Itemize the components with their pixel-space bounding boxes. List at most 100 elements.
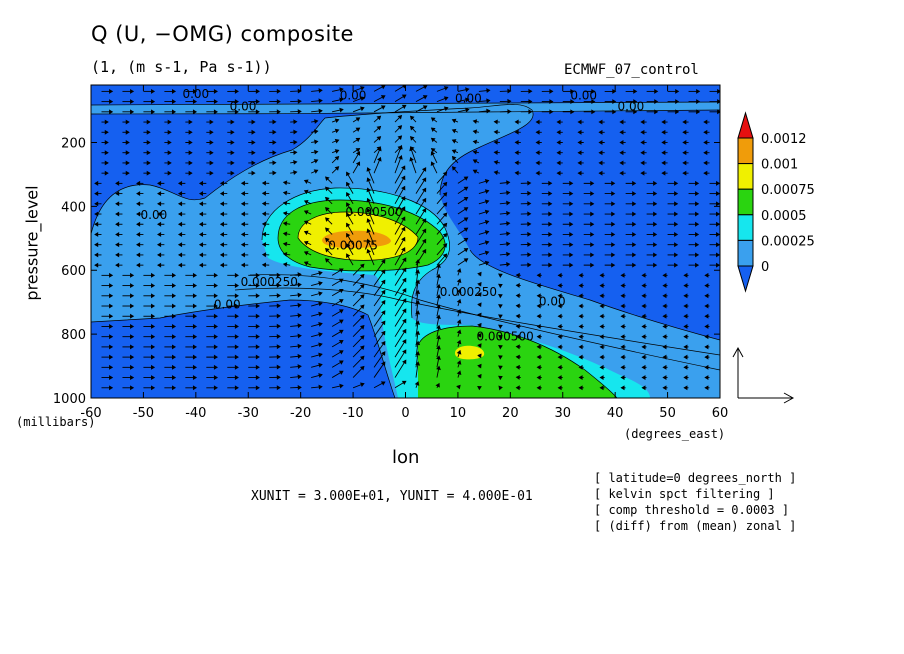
- wind-vector-head: [209, 170, 214, 176]
- wind-vector-head: [548, 201, 553, 207]
- wind-vector-head: [282, 241, 288, 247]
- wind-vector-head: [398, 144, 403, 150]
- contour-label: 0.00: [230, 100, 257, 114]
- wind-vector-head: [683, 283, 688, 289]
- wind-vector-head: [276, 354, 281, 360]
- wind-vector-head: [599, 364, 604, 370]
- wind-vector-head: [192, 109, 198, 115]
- wind-vector-head: [297, 109, 302, 114]
- wind-vector-head: [436, 263, 441, 268]
- wind-vector-head: [716, 242, 720, 248]
- wind-vector-head: [318, 291, 323, 297]
- wind-vector-head: [157, 262, 162, 268]
- wind-vector-head: [591, 99, 596, 105]
- wind-vector-head: [409, 125, 415, 131]
- wind-vector-head: [556, 150, 561, 156]
- wind-vector-head: [577, 140, 582, 145]
- wind-vector-head: [293, 170, 298, 176]
- wind-vector-head: [213, 272, 218, 278]
- wind-vector-head: [213, 334, 218, 340]
- wind-vector-head: [498, 375, 503, 381]
- wind-vector-head: [662, 334, 667, 340]
- wind-vector-head: [415, 299, 421, 305]
- wind-vector-head: [556, 119, 561, 125]
- wind-vector-head: [456, 349, 462, 355]
- colorbar-segment: [737, 163, 754, 190]
- wind-vector-head: [251, 150, 256, 156]
- wind-vector-head: [276, 99, 281, 104]
- wind-vector-head: [272, 150, 277, 156]
- chart-title: Q (U, −OMG) composite: [91, 22, 354, 46]
- wind-vector-head: [704, 293, 709, 299]
- wind-vector-head: [401, 195, 406, 201]
- wind-vector-head: [641, 334, 646, 340]
- wind-vector-head: [620, 354, 625, 360]
- wind-vector-head: [109, 334, 114, 340]
- wind-vector-head: [641, 313, 646, 319]
- wind-vector-head: [297, 98, 302, 104]
- wind-vector-head: [171, 109, 177, 115]
- wind-vector-head: [255, 344, 260, 350]
- wind-vector-head: [696, 88, 701, 94]
- wind-vector-head: [234, 364, 239, 370]
- wind-vector-head: [477, 385, 482, 391]
- wind-vector-head: [421, 187, 427, 193]
- contour-label: 0.00075: [328, 238, 378, 252]
- wind-vector-head: [498, 273, 503, 278]
- wind-vector-head: [451, 155, 457, 161]
- wind-vector-head: [415, 361, 421, 366]
- wind-vector-head: [234, 303, 239, 309]
- wind-vector-head: [451, 128, 457, 134]
- wind-vector-head: [493, 150, 498, 155]
- wind-vector-head: [569, 232, 574, 237]
- wind-vector-head: [548, 262, 553, 268]
- wind-vector-head: [430, 161, 436, 167]
- wind-vector-head: [272, 129, 277, 135]
- wind-vector-head: [556, 170, 561, 176]
- wind-vector-head: [590, 191, 595, 197]
- wind-vector-head: [456, 268, 462, 273]
- vector-scale-label: XUNIT = 3.000E+01, YUNIT = 4.000E-01: [251, 489, 533, 504]
- y-axis-units: (millibars): [16, 415, 96, 429]
- wind-vector-head: [506, 190, 511, 196]
- wind-vector-head: [177, 262, 183, 268]
- wind-vector-head: [477, 322, 482, 328]
- wind-vector-head: [171, 272, 177, 278]
- wind-vector-head: [188, 140, 193, 145]
- wind-vector-head: [209, 129, 214, 135]
- wind-vector-head: [325, 258, 330, 263]
- wind-vector-head: [230, 140, 235, 145]
- wind-vector-head: [94, 211, 99, 217]
- wind-vector-head: [276, 364, 281, 370]
- wind-vector-field: [94, 85, 720, 391]
- wind-vector-head: [484, 230, 490, 235]
- wind-vector-head: [397, 114, 403, 120]
- wind-vector-head: [477, 281, 482, 287]
- wind-vector-head: [640, 119, 645, 125]
- wind-vector-head: [430, 127, 436, 132]
- wind-vector-head: [402, 318, 407, 324]
- wind-vector-head: [704, 375, 709, 381]
- wind-vector-head: [662, 293, 667, 299]
- wind-vector-head: [632, 221, 637, 227]
- wind-vector-head: [703, 140, 708, 145]
- contour-label: 0.00: [618, 100, 645, 114]
- wind-vector-head: [255, 99, 260, 105]
- wind-vector-head: [456, 278, 462, 284]
- wind-vector-head: [381, 259, 386, 264]
- wind-vector-head: [716, 221, 720, 227]
- wind-vector-head: [683, 375, 688, 381]
- wind-vector-head: [599, 293, 604, 299]
- wind-vector-head: [528, 99, 533, 104]
- wind-vector-head: [115, 211, 120, 217]
- wind-vector-head: [125, 119, 130, 125]
- wind-vector-head: [535, 119, 540, 125]
- wind-vector-head: [192, 375, 198, 381]
- wind-vector-head: [381, 320, 386, 326]
- wind-vector-head: [661, 140, 666, 145]
- x-axis-units: (degrees_east): [624, 427, 726, 441]
- wind-vector-head: [619, 170, 624, 176]
- wind-vector-head: [251, 140, 256, 145]
- chart-subtitle: (1, (m s-1, Pa s-1)): [91, 58, 272, 76]
- wind-vector-head: [115, 232, 120, 237]
